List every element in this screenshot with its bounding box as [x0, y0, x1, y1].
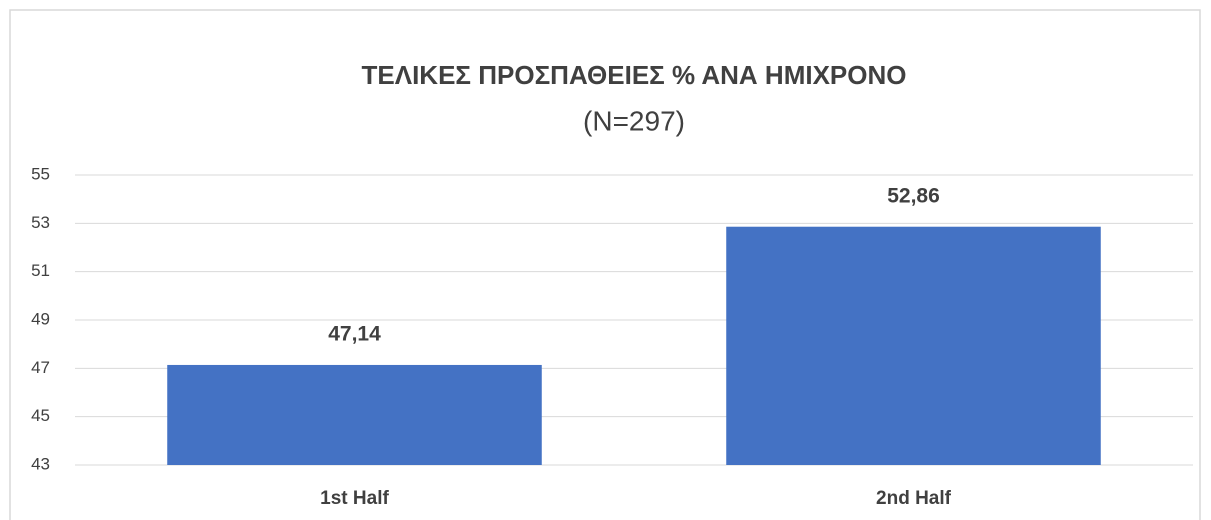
x-tick-label: 2nd Half [876, 488, 952, 509]
y-tick-label: 49 [31, 309, 50, 328]
chart-subtitle: (N=297) [583, 105, 685, 136]
bar [726, 226, 1101, 465]
y-tick-label: 55 [31, 164, 50, 183]
y-tick-label: 51 [31, 261, 50, 280]
bar [167, 364, 542, 465]
y-tick-label: 47 [31, 358, 50, 377]
y-tick-label: 43 [31, 454, 50, 473]
data-label: 47,14 [328, 322, 381, 345]
chart-title: ΤΕΛΙΚΕΣ ΠΡΟΣΠΑΘΕΙΕΣ % ΑΝΑ ΗΜΙΧΡΟΝΟ [362, 60, 907, 90]
y-tick-label: 45 [31, 406, 50, 425]
data-label: 52,86 [887, 184, 940, 207]
chart-border [9, 9, 1201, 520]
y-tick-label: 53 [31, 213, 50, 232]
x-tick-label: 1st Half [320, 488, 389, 509]
